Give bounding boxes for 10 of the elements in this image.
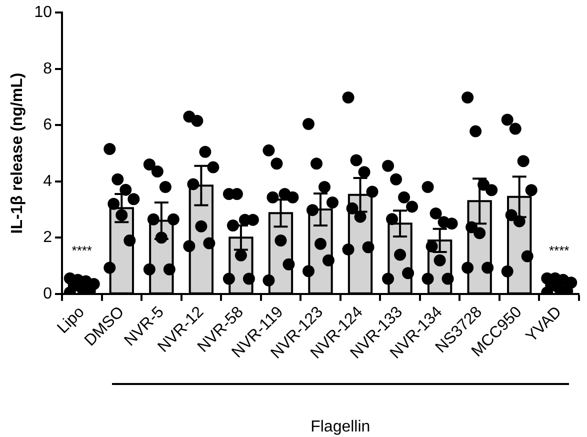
text: Flagellin: [310, 418, 370, 436]
y-tick-label: 10: [34, 4, 52, 22]
y-tick-label: 4: [43, 172, 52, 190]
y-tick-label: 0: [43, 285, 52, 302]
annotation: ****: [72, 242, 92, 258]
y-tick-label: 2: [43, 229, 52, 246]
annotation: ****: [548, 242, 570, 258]
y-tick-label: 6: [43, 116, 52, 134]
y-tick-label: 8: [43, 60, 52, 78]
y-axis-title: IL-1β release (ng/mL): [9, 72, 26, 234]
